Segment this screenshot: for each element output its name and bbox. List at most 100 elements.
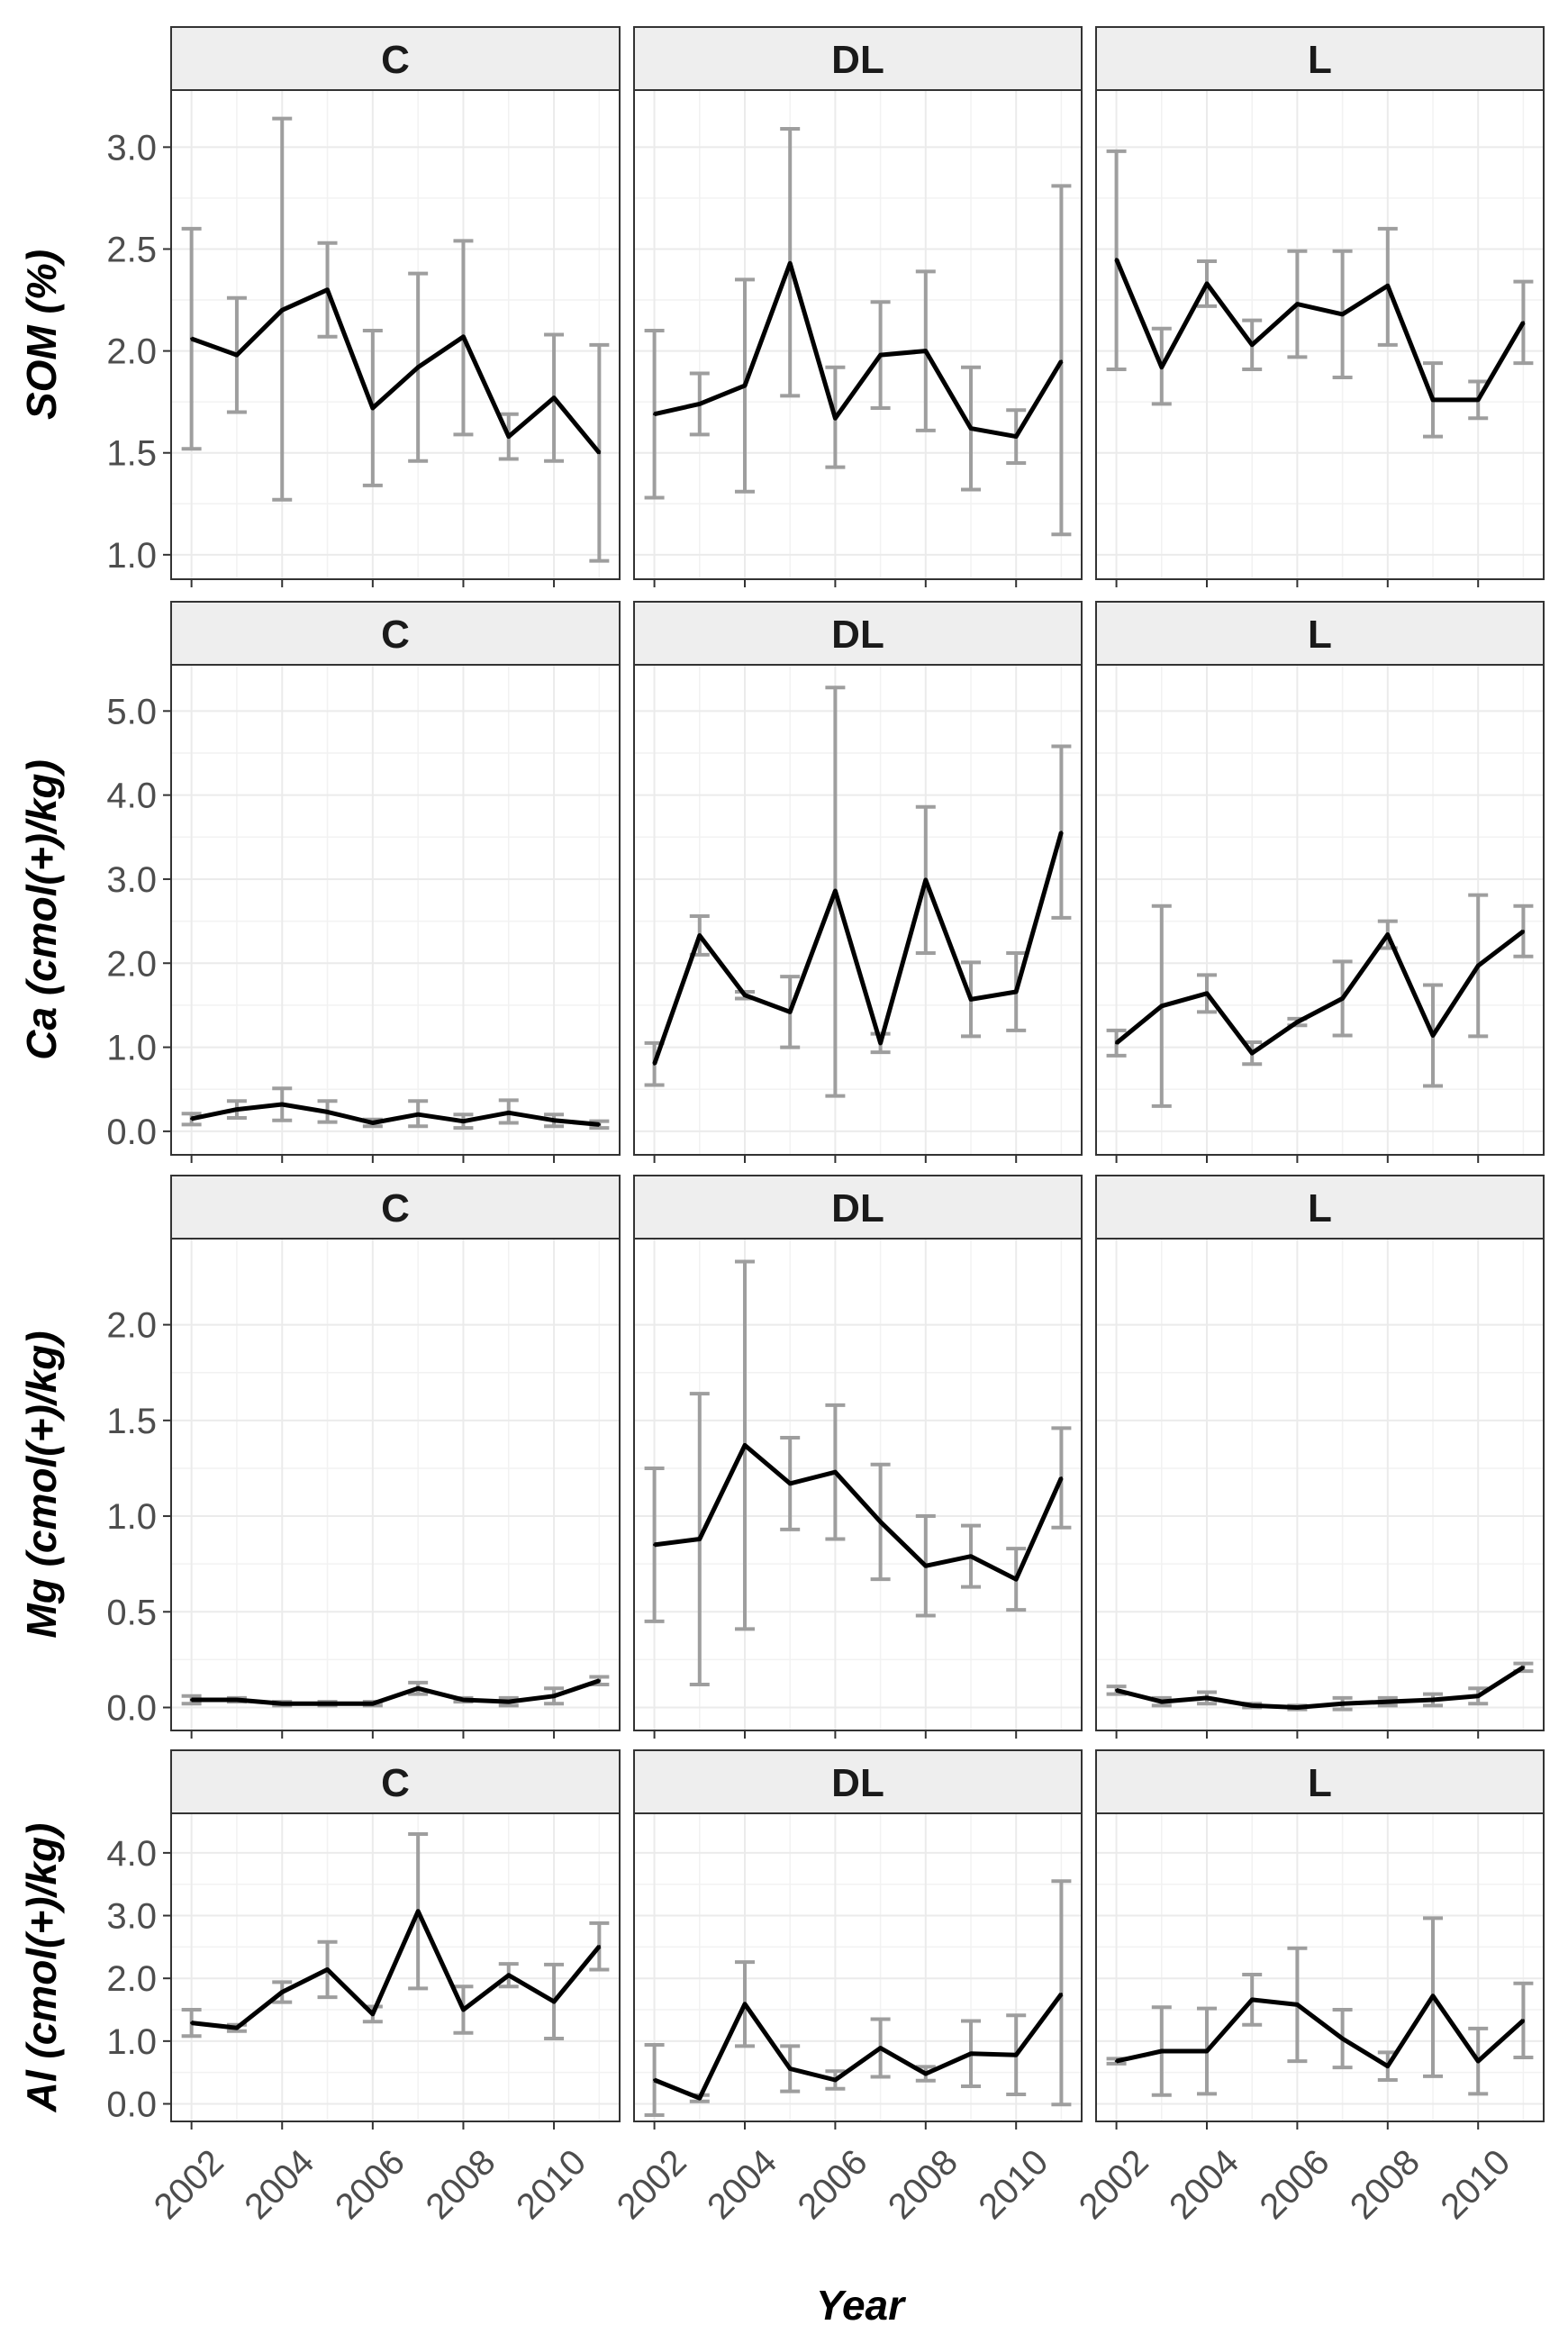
y-axis-title: SOM (%) — [18, 250, 65, 420]
series-line — [653, 1993, 1064, 2101]
data-point — [969, 997, 973, 1001]
data-point — [1059, 359, 1063, 363]
data-point — [507, 1111, 511, 1114]
y-tick-label: 3.0 — [106, 1897, 157, 1937]
series-line — [654, 1442, 1064, 1582]
data-point — [1160, 2049, 1164, 2053]
y-tick-label: 0.0 — [106, 1689, 157, 1729]
data-point — [1386, 284, 1390, 287]
data-point — [190, 337, 194, 341]
x-tick-label: 2006 — [328, 2142, 412, 2227]
data-point — [743, 1443, 747, 1447]
facet-strip-label: DL — [831, 38, 884, 82]
data-point — [1115, 2059, 1119, 2063]
data-point — [1431, 1994, 1435, 1998]
data-point — [280, 1991, 284, 1994]
data-point — [969, 2052, 973, 2056]
data-point — [924, 2072, 928, 2075]
data-point — [1476, 2059, 1480, 2063]
data-point — [743, 2003, 747, 2006]
data-point — [1295, 303, 1299, 306]
y-tick-label: 1.0 — [106, 536, 157, 576]
facet-strip-label: L — [1308, 613, 1332, 657]
series-line — [1115, 1665, 1525, 1710]
data-point — [833, 2078, 837, 2082]
panel-border — [633, 664, 1083, 1156]
data-point — [653, 2078, 657, 2082]
facet-strip — [170, 26, 621, 91]
data-point — [879, 1041, 883, 1045]
data-point — [969, 1555, 973, 1558]
data-point — [879, 1520, 883, 1523]
data-point — [371, 1702, 375, 1705]
series-line — [191, 1678, 601, 1706]
data-point — [1431, 1698, 1435, 1702]
data-point — [698, 402, 702, 405]
panel-background — [1096, 665, 1544, 1155]
y-tick-label: 2.0 — [106, 1959, 157, 1999]
y-tick-label: 2.0 — [106, 1306, 157, 1346]
data-point — [1295, 1021, 1299, 1024]
data-point — [507, 1974, 511, 1977]
data-point — [371, 1122, 375, 1125]
data-point — [461, 2008, 465, 2012]
data-point — [416, 366, 420, 369]
y-tick-label: 0.0 — [106, 2084, 157, 2124]
x-tick-label: 2010 — [971, 2142, 1056, 2227]
facet-strip — [170, 1175, 621, 1240]
data-point — [1059, 1476, 1063, 1480]
y-axis-title: Al (cmol(+)/kg) — [18, 1823, 65, 2113]
x-tick-label: 2008 — [1343, 2142, 1428, 2227]
data-point — [416, 1686, 420, 1690]
facet-strip — [1095, 1749, 1545, 1814]
y-tick-label: 0.0 — [106, 1113, 157, 1152]
data-point — [1014, 1577, 1018, 1581]
y-tick-label: 1.5 — [106, 1402, 157, 1441]
panel-border — [633, 89, 1083, 580]
facet-strip — [1095, 601, 1545, 666]
data-point — [1431, 1033, 1435, 1037]
data-point — [924, 1564, 928, 1567]
data-point — [235, 1108, 239, 1112]
data-point — [371, 406, 375, 410]
x-tick-label: 2008 — [881, 2142, 965, 2227]
data-point — [416, 1910, 420, 1913]
data-point — [1115, 1041, 1119, 1045]
panel-border — [170, 664, 621, 1156]
data-point — [1014, 2053, 1018, 2057]
data-point — [552, 1694, 556, 1698]
data-point — [1521, 2019, 1525, 2022]
data-point — [788, 1010, 792, 1013]
panel-border — [170, 1238, 621, 1731]
data-point — [833, 416, 837, 420]
data-point — [969, 427, 973, 431]
data-point — [879, 353, 883, 357]
facet-strip-label: L — [1308, 1761, 1332, 1805]
data-point — [280, 308, 284, 312]
data-point — [280, 1103, 284, 1106]
data-point — [1341, 996, 1345, 1000]
data-point — [1386, 2065, 1390, 2068]
data-point — [597, 1679, 601, 1683]
data-point — [416, 1113, 420, 1116]
data-point — [235, 1698, 239, 1702]
x-tick-label: 2002 — [147, 2142, 231, 2227]
series-line — [1114, 258, 1526, 403]
x-tick-label: 2004 — [1162, 2142, 1246, 2227]
facet-strip-label: DL — [831, 613, 884, 657]
y-tick-label: 2.5 — [106, 230, 157, 269]
facet-strip — [633, 26, 1083, 91]
data-point — [1115, 1688, 1119, 1692]
data-point — [653, 413, 657, 416]
data-point — [698, 933, 702, 937]
facet-strip-label: C — [381, 38, 410, 82]
facet-strip-label: C — [381, 613, 410, 657]
facet-strip-label: DL — [831, 1186, 884, 1231]
data-point — [1386, 1700, 1390, 1703]
facet-strip-label: L — [1308, 38, 1332, 82]
data-point — [788, 261, 792, 265]
data-point — [597, 451, 601, 455]
x-tick-label: 2006 — [1253, 2142, 1337, 2227]
data-point — [1431, 398, 1435, 402]
